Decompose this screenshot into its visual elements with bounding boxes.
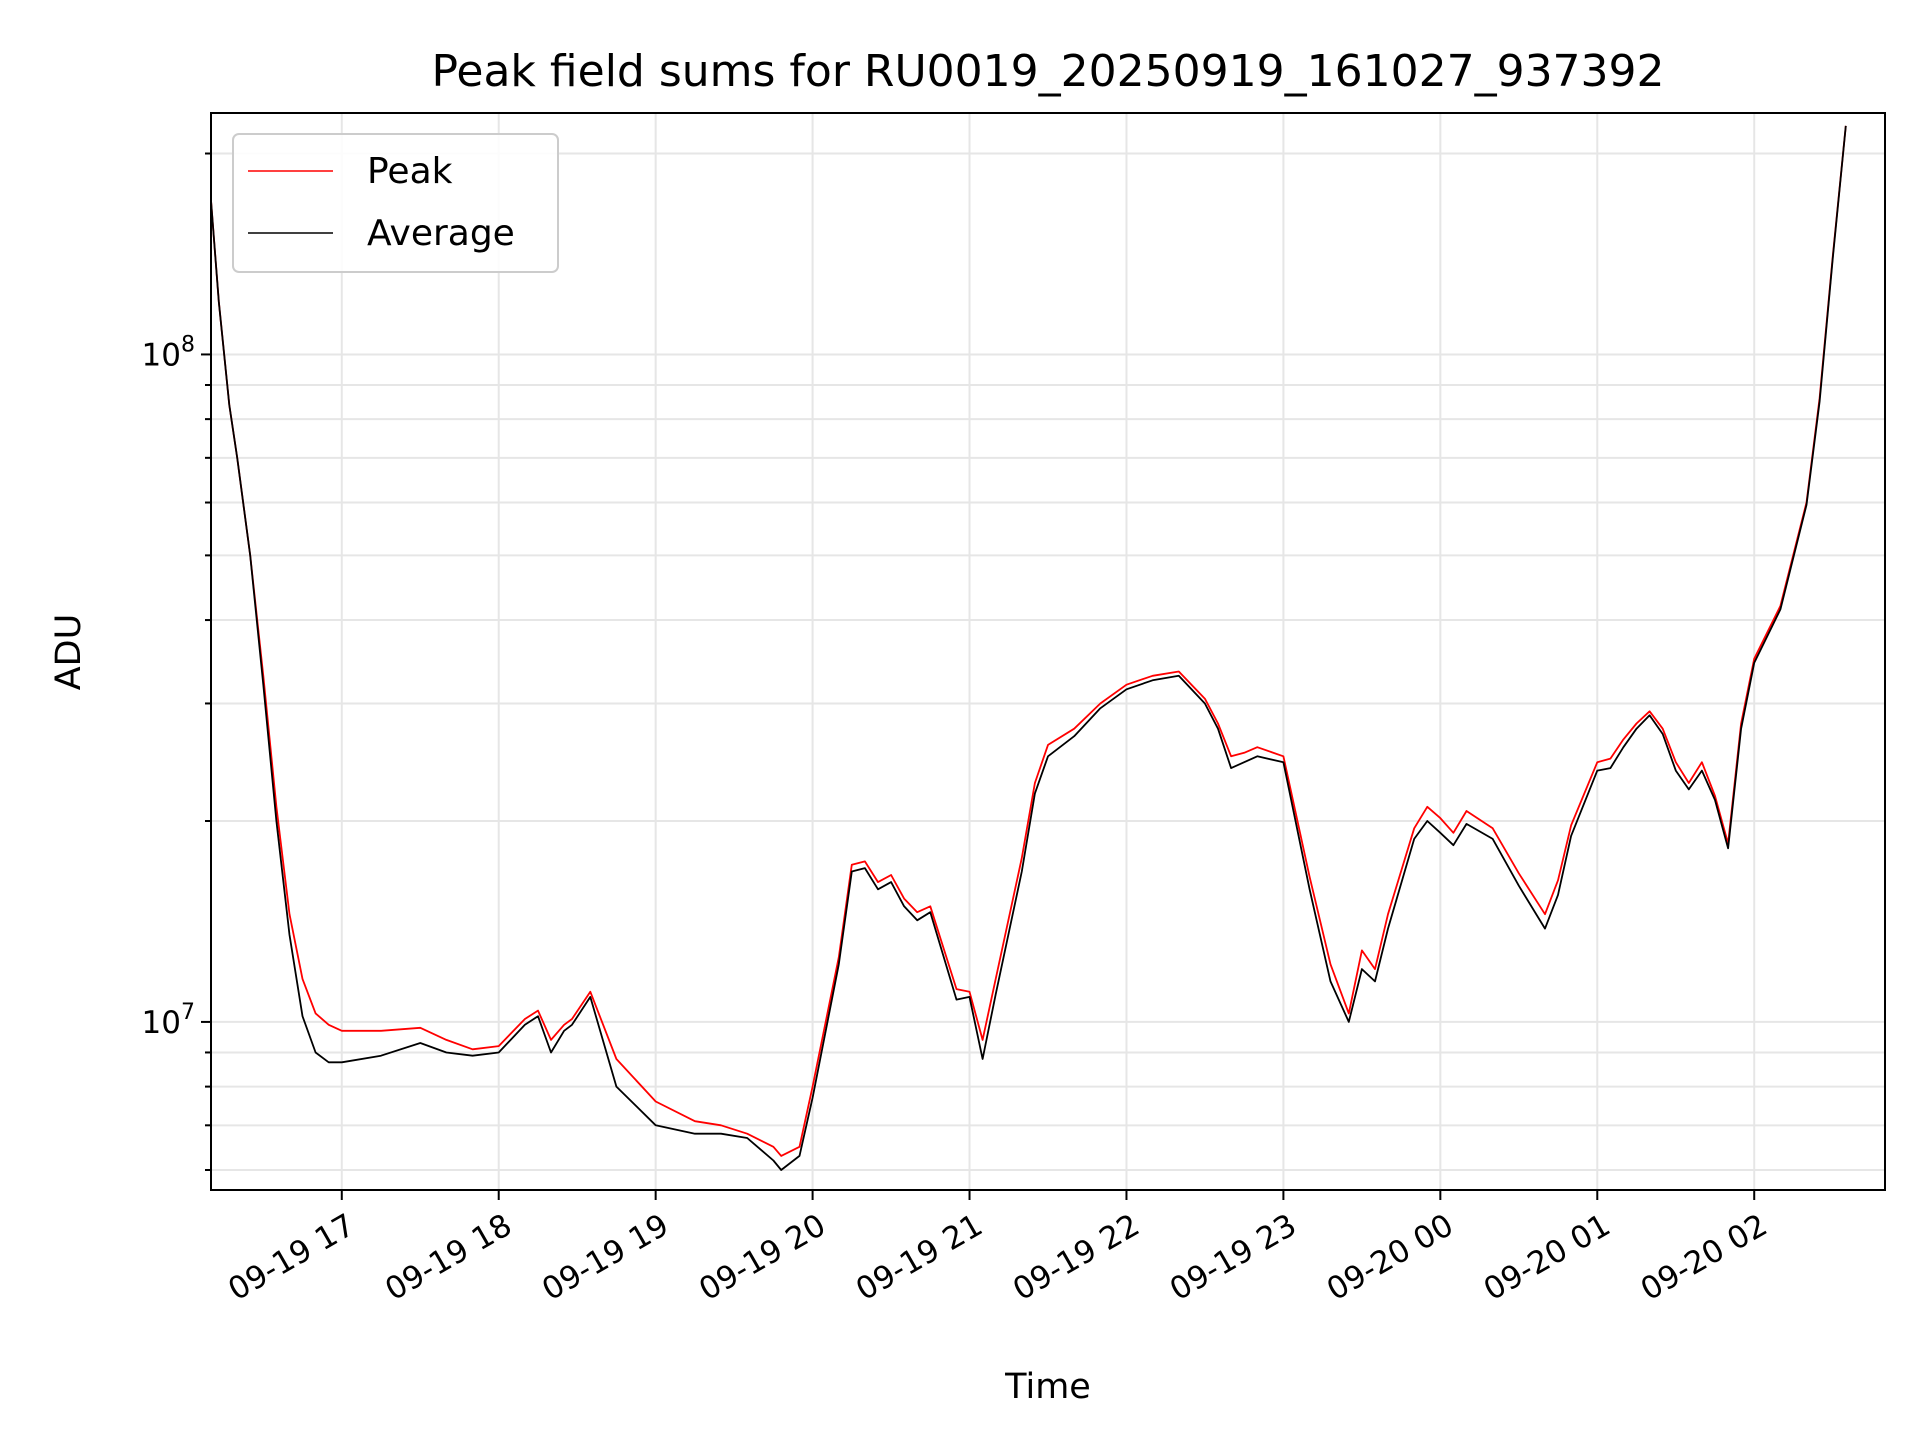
y-tick-label: 107: [142, 1000, 195, 1041]
legend-label-peak: Peak: [367, 151, 453, 192]
legend: Peak Average: [232, 133, 559, 273]
y-tick-label: 108: [142, 332, 195, 373]
grid: [211, 113, 1885, 1190]
legend-box: [232, 133, 559, 273]
series-line-peak: [211, 125, 1847, 1157]
series-layer: [211, 125, 1847, 1171]
y-axis: 107 108: [142, 152, 211, 1172]
x-axis-label: Time: [1004, 1367, 1091, 1407]
y-axis-label: ADU: [49, 614, 89, 691]
legend-label-average: Average: [367, 213, 515, 254]
plot-frame: [210, 112, 1886, 1191]
chart-title: Peak field sums for RU0019_20250919_1610…: [431, 46, 1664, 97]
series-line-average: [211, 125, 1847, 1171]
